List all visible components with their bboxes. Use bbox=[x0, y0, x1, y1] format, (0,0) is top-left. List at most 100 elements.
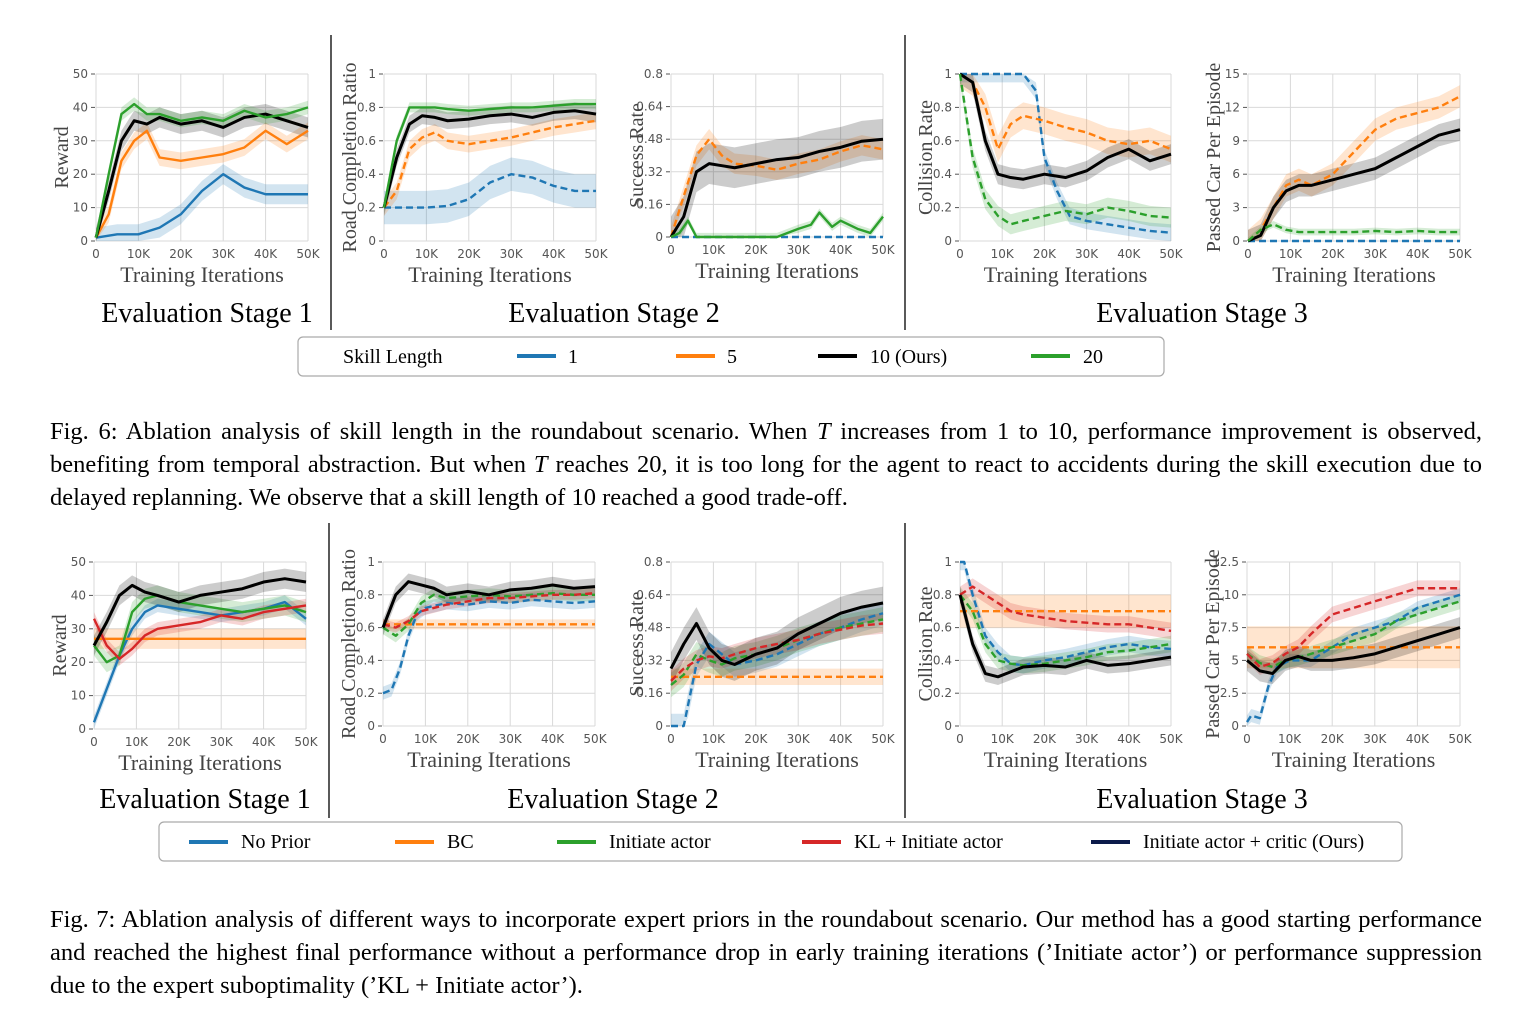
x-tick-label: 20K bbox=[1033, 247, 1057, 261]
y-tick-label: 10 bbox=[73, 201, 88, 215]
series-line-kl-initiate-actor bbox=[1246, 587, 1460, 669]
x-tick-label: 30K bbox=[1363, 732, 1387, 746]
x-tick-label: 20K bbox=[167, 735, 191, 749]
legend-label: No Prior bbox=[241, 831, 311, 853]
y-tick-label: 0.4 bbox=[356, 653, 375, 667]
legend-label: KL + Initiate actor bbox=[854, 831, 1003, 853]
confidence-band bbox=[383, 588, 595, 633]
y-tick-label: 0.48 bbox=[636, 132, 663, 146]
y-tick-label: 0 bbox=[80, 234, 88, 248]
series-line-initiate-actor bbox=[959, 594, 1172, 667]
y-tick-label: 0 bbox=[655, 230, 663, 244]
series-line-no-prior bbox=[382, 598, 596, 695]
y-tick-label: 0.64 bbox=[636, 100, 663, 114]
x-axis-label: Training Iterations bbox=[407, 747, 571, 772]
x-axis-label: Training Iterations bbox=[984, 747, 1148, 772]
chart-f6-collision: 0 0.2 0.4 0.6 0.8 1 0 10K 20K 30K 40K 50K Training I… bbox=[915, 67, 1184, 287]
x-tick-label: 30K bbox=[787, 243, 811, 257]
series-line-initiate-actor bbox=[382, 591, 595, 637]
x-tick-label: 50K bbox=[1448, 732, 1472, 746]
x-tick-label: 0 bbox=[380, 247, 388, 261]
y-tick-label: 1 bbox=[367, 555, 375, 569]
x-tick-label: 30K bbox=[787, 732, 811, 746]
y-tick-label: 0.2 bbox=[356, 686, 375, 700]
stage-label: Evaluation Stage 2 bbox=[507, 784, 719, 815]
x-tick-label: 10K bbox=[991, 247, 1015, 261]
chart-f7-reward: 0 10 20 30 40 50 0 10K 20K 30K 40K 50K Training Iter… bbox=[49, 555, 319, 775]
y-tick-label: 2.5 bbox=[1220, 686, 1239, 700]
caption-text: Fig. 7: Ablation analysis of different w… bbox=[50, 906, 1482, 999]
x-tick-label: 10K bbox=[702, 732, 726, 746]
x-tick-label: 10K bbox=[127, 247, 151, 261]
y-tick-label: 40 bbox=[71, 588, 86, 602]
y-tick-label: 6 bbox=[1232, 167, 1240, 181]
confidence-band bbox=[96, 164, 308, 241]
confidence-band bbox=[671, 129, 883, 237]
y-tick-label: 0.2 bbox=[933, 201, 952, 215]
x-tick-label: 0 bbox=[92, 247, 100, 261]
confidence-band bbox=[1248, 85, 1460, 241]
x-tick-label: 10K bbox=[991, 732, 1015, 746]
legend-label: Initiate actor + critic (Ours) bbox=[1143, 831, 1364, 853]
confidence-band bbox=[960, 562, 1171, 674]
stage-label: Evaluation Stage 1 bbox=[99, 784, 311, 815]
confidence-band bbox=[960, 586, 1171, 685]
x-axis-label: Training Iterations bbox=[1272, 747, 1436, 772]
y-tick-label: 0 bbox=[944, 719, 952, 733]
legend-label: BC bbox=[447, 831, 474, 853]
chart-f6-passed: 0 3 6 9 12 15 0 10K 20K 30K 40K 50K Training Iterati… bbox=[1203, 63, 1473, 287]
y-tick-label: 0.16 bbox=[636, 686, 663, 700]
legend-label: 10 (Ours) bbox=[870, 346, 947, 368]
y-tick-label: 0.32 bbox=[636, 653, 663, 667]
y-axis-label: Reward bbox=[49, 614, 71, 676]
y-tick-label: 0.32 bbox=[636, 165, 663, 179]
chart-f6-success: 0 0.16 0.32 0.48 0.64 0.8 0 10K 20K 30K 40K 50K Trai… bbox=[626, 67, 896, 283]
confidence-band bbox=[960, 74, 1171, 235]
x-tick-label: 40K bbox=[1406, 247, 1430, 261]
series-line-20 bbox=[1247, 223, 1460, 242]
x-tick-label: 40K bbox=[254, 247, 278, 261]
y-tick-label: 0 bbox=[944, 234, 952, 248]
y-axis-label: Success Rate bbox=[626, 103, 648, 208]
y-tick-label: 0.8 bbox=[357, 100, 376, 114]
figure-7-caption: Fig. 7: Ablation analysis of different w… bbox=[50, 903, 1482, 1002]
confidence-band bbox=[671, 118, 883, 237]
x-tick-label: 0 bbox=[1244, 247, 1252, 261]
y-tick-label: 0 bbox=[1232, 234, 1240, 248]
legend-label: 20 bbox=[1083, 346, 1103, 368]
chart-f7-rcr: 0 0.2 0.4 0.6 0.8 1 0 10K 20K 30K 40K 50K Training I… bbox=[338, 549, 608, 772]
chart-f7-collision: 0 0.2 0.4 0.6 0.8 1 0 10K 20K 30K 40K 50K Training I… bbox=[915, 555, 1184, 772]
confidence-band bbox=[1248, 118, 1460, 241]
confidence-band bbox=[1247, 617, 1460, 685]
series-line-10-ours- bbox=[382, 109, 597, 208]
series-line-10-ours- bbox=[1247, 128, 1461, 243]
y-tick-label: 12.5 bbox=[1212, 555, 1239, 569]
x-tick-label: 30K bbox=[210, 735, 234, 749]
confidence-band bbox=[960, 74, 1171, 190]
series-line-1 bbox=[384, 172, 596, 209]
x-tick-label: 40K bbox=[829, 243, 853, 257]
y-tick-label: 50 bbox=[73, 67, 88, 81]
series-line-1 bbox=[960, 72, 1172, 234]
x-tick-label: 20K bbox=[456, 732, 480, 746]
x-tick-label: 0 bbox=[90, 735, 98, 749]
series-line-20 bbox=[958, 73, 1172, 226]
series-line-kl-initiate-actor bbox=[92, 604, 307, 661]
x-tick-label: 40K bbox=[542, 247, 566, 261]
x-tick-label: 10K bbox=[414, 732, 438, 746]
chart-f7-passed: 0 2.5 5 7.5 10 12.5 0 10K 20K 30K 40K 50K Training I… bbox=[1202, 549, 1473, 772]
x-tick-label: 40K bbox=[252, 735, 276, 749]
confidence-band bbox=[96, 97, 308, 241]
x-tick-label: 0 bbox=[956, 732, 964, 746]
y-tick-label: 0.8 bbox=[356, 588, 375, 602]
x-tick-label: 50K bbox=[1159, 732, 1183, 746]
caption-text: Fig. 6: Ablation analysis of skill lengt… bbox=[50, 418, 817, 445]
series-line-kl-initiate-actor bbox=[670, 622, 884, 682]
y-tick-label: 1 bbox=[944, 67, 952, 81]
y-axis-label: Collision Rate bbox=[915, 100, 937, 215]
y-tick-label: 0 bbox=[367, 719, 375, 733]
x-tick-label: 0 bbox=[667, 243, 675, 257]
y-tick-label: 20 bbox=[71, 655, 86, 669]
y-tick-label: 50 bbox=[71, 555, 86, 569]
y-tick-label: 0 bbox=[655, 719, 663, 733]
